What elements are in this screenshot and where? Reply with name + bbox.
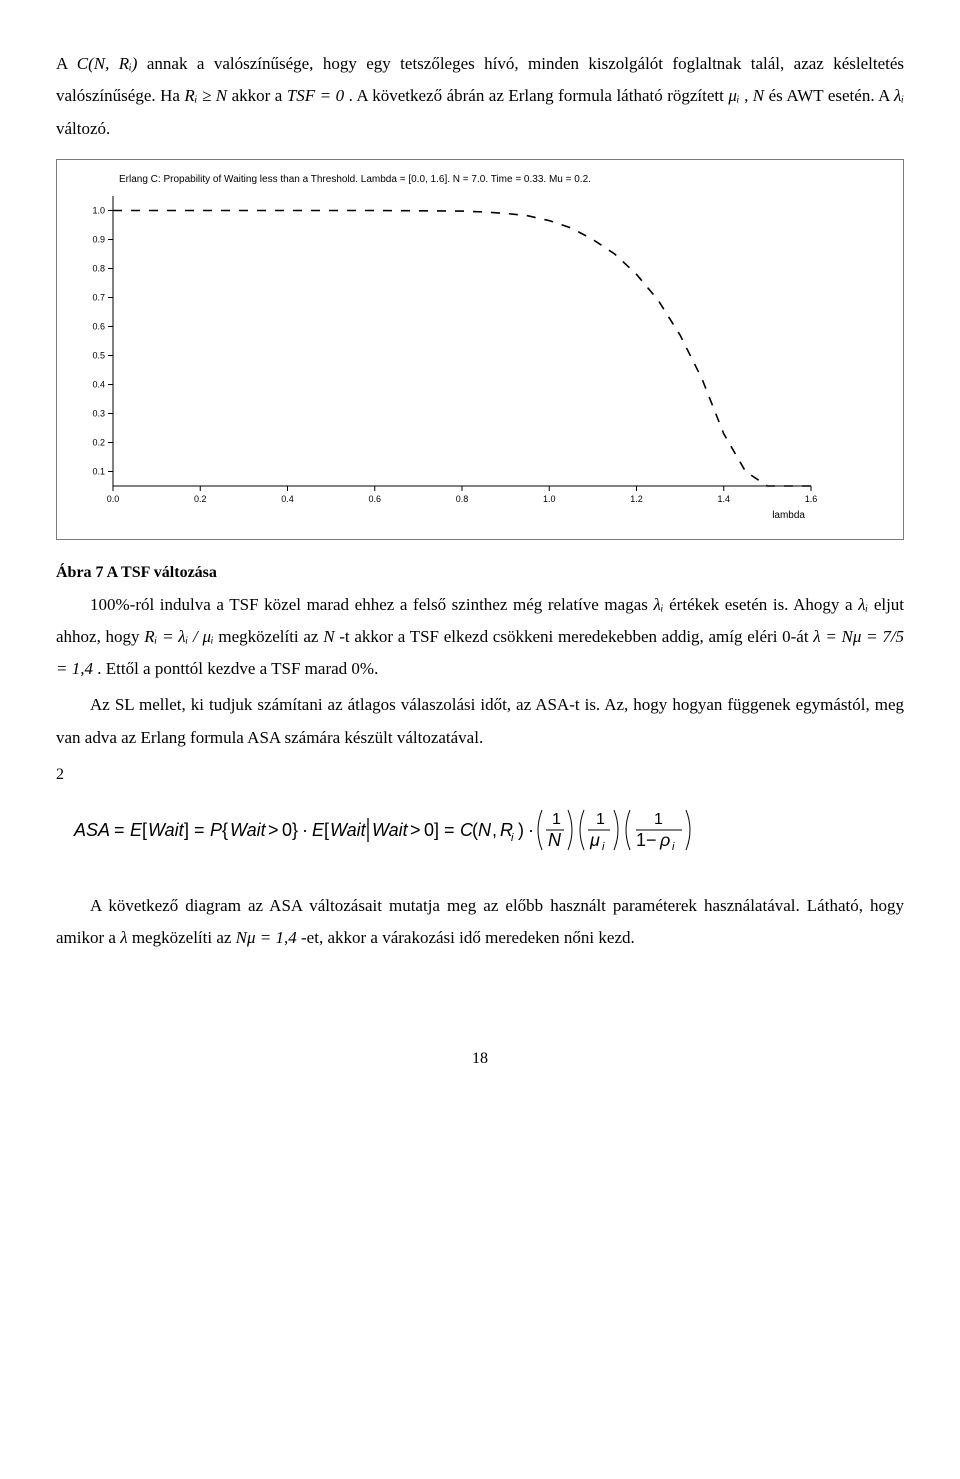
svg-text:i: i: [511, 832, 514, 844]
svg-text:1.0: 1.0: [92, 205, 105, 215]
svg-text:0.0: 0.0: [107, 494, 120, 504]
svg-text:0.6: 0.6: [368, 494, 381, 504]
t: -t akkor a TSF: [339, 627, 439, 646]
svg-text:0.9: 0.9: [92, 234, 105, 244]
svg-text:]: ]: [184, 820, 189, 840]
svg-text:1: 1: [654, 811, 663, 828]
math: λᵢ: [653, 595, 663, 614]
svg-text:1.0: 1.0: [543, 494, 556, 504]
t: ,: [744, 86, 753, 105]
svg-text:}: }: [292, 820, 298, 840]
svg-text:μ: μ: [589, 830, 600, 850]
page-number: 18: [56, 1044, 904, 1074]
asa-equation: ASA = E [ Wait ] = P { Wait > 0 } · E [ …: [56, 800, 904, 871]
svg-text:0.2: 0.2: [194, 494, 207, 504]
t: megközelíti az: [218, 627, 323, 646]
erlang-chart-container: Erlang C: Propability of Waiting less th…: [56, 159, 904, 540]
math: μᵢ: [728, 86, 739, 105]
t: változó.: [56, 119, 110, 138]
svg-text:Wait: Wait: [148, 820, 185, 840]
svg-text:[: [: [142, 820, 147, 840]
math: λ: [120, 928, 127, 947]
svg-text:0: 0: [424, 820, 434, 840]
t: értékek esetén is. Ahogy a: [669, 595, 858, 614]
math: TSF = 0: [287, 86, 344, 105]
svg-text:0.8: 0.8: [92, 263, 105, 273]
math: λᵢ: [894, 86, 904, 105]
svg-text:Wait: Wait: [230, 820, 267, 840]
equation-number: 2: [56, 760, 904, 790]
t: A: [56, 54, 77, 73]
svg-text:·: ·: [528, 820, 534, 840]
svg-text:0: 0: [282, 820, 292, 840]
svg-text:0.6: 0.6: [92, 321, 105, 331]
para-2: 100%-ról indulva a TSF közel marad ehhez…: [56, 589, 904, 686]
svg-text:>: >: [410, 820, 421, 840]
svg-text:]: ]: [434, 820, 439, 840]
svg-text:1: 1: [596, 811, 605, 828]
svg-text:0.7: 0.7: [92, 292, 105, 302]
para-4: A következő diagram az ASA változásait m…: [56, 890, 904, 955]
svg-text:i: i: [602, 841, 605, 853]
svg-text:Wait: Wait: [330, 820, 367, 840]
svg-text:−: −: [646, 830, 657, 850]
t: 100%-ról indulva a TSF közel marad ehhez…: [90, 595, 653, 614]
svg-text:P: P: [210, 820, 222, 840]
svg-text:0.8: 0.8: [456, 494, 469, 504]
svg-text:>: >: [268, 820, 279, 840]
svg-text:i: i: [672, 841, 675, 853]
t: elkezd csökkeni meredekebben addig, amíg…: [444, 627, 814, 646]
svg-text:0.1: 0.1: [92, 466, 105, 476]
svg-text:Erlang C: Propability of Waiti: Erlang C: Propability of Waiting less th…: [119, 174, 591, 185]
erlang-chart: Erlang C: Propability of Waiting less th…: [65, 166, 825, 526]
math: N: [323, 627, 334, 646]
t: ábrán az Erlang formula látható rögzítet…: [447, 86, 729, 105]
para-3: Az SL mellet, ki tudjuk számítani az átl…: [56, 689, 904, 754]
svg-text:1.4: 1.4: [717, 494, 730, 504]
svg-text:{: {: [222, 820, 228, 840]
t: . A következő: [349, 86, 442, 105]
t: meredeken nőni kezd.: [485, 928, 635, 947]
math: N: [753, 86, 764, 105]
svg-text:=: =: [444, 820, 455, 840]
t: és AWT esetén. A: [769, 86, 894, 105]
svg-text:1: 1: [552, 811, 561, 828]
svg-text:1: 1: [636, 830, 646, 850]
svg-text:0.4: 0.4: [92, 379, 105, 389]
svg-text:0.4: 0.4: [281, 494, 294, 504]
t: akkor a: [232, 86, 287, 105]
svg-text:·: ·: [302, 820, 308, 840]
math: Rᵢ = λᵢ / μᵢ: [144, 627, 213, 646]
svg-text:0.2: 0.2: [92, 437, 105, 447]
svg-text:,: ,: [492, 820, 497, 840]
svg-text:ρ: ρ: [659, 830, 670, 850]
t: A következő diagram az ASA változásait m…: [90, 896, 697, 915]
svg-text:lambda: lambda: [772, 510, 805, 521]
svg-text:Wait: Wait: [372, 820, 409, 840]
t: Az SL mellet, ki tudjuk számítani az átl…: [90, 695, 667, 714]
svg-text:0.3: 0.3: [92, 408, 105, 418]
t: megközelíti az: [132, 928, 236, 947]
svg-text:N: N: [548, 830, 562, 850]
t: annak a valószínűsége, hogy egy tetszőle…: [147, 54, 663, 73]
t: . Ettől a ponttól: [97, 659, 203, 678]
svg-text:1.2: 1.2: [630, 494, 643, 504]
svg-text:=: =: [194, 820, 205, 840]
math: C(N, Rᵢ): [77, 54, 138, 73]
svg-text:1.6: 1.6: [805, 494, 818, 504]
svg-text:N: N: [478, 820, 492, 840]
svg-text:): ): [518, 820, 524, 840]
svg-text:0.5: 0.5: [92, 350, 105, 360]
para-1: A C(N, Rᵢ) annak a valószínűsége, hogy e…: [56, 48, 904, 145]
math: λᵢ: [858, 595, 868, 614]
svg-text:ASA: ASA: [73, 820, 110, 840]
t: kezdve a TSF marad 0%.: [207, 659, 378, 678]
figure-caption: Ábra 7 A TSF változása: [56, 558, 904, 588]
t: -et, akkor a várakozási idő: [301, 928, 481, 947]
math: Rᵢ ≥ N: [184, 86, 227, 105]
t: változatával.: [397, 728, 483, 747]
svg-text:[: [: [324, 820, 329, 840]
math: Nμ = 1,4: [236, 928, 297, 947]
svg-text:=: =: [114, 820, 125, 840]
